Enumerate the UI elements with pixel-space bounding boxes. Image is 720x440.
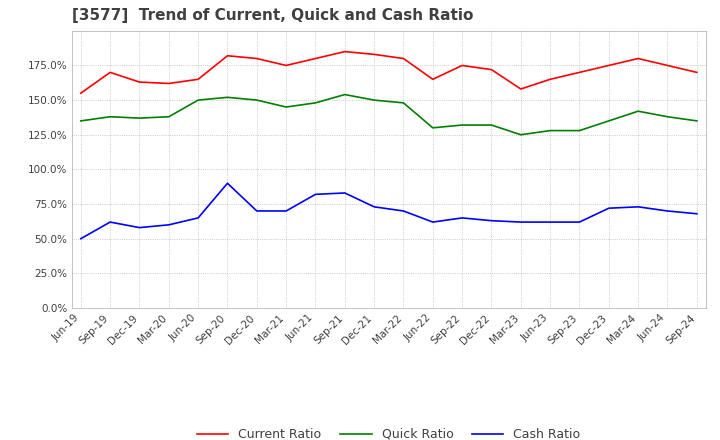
Quick Ratio [428, 125, 437, 130]
Cash Ratio [399, 208, 408, 213]
Current Ratio [164, 81, 173, 86]
Cash Ratio [458, 215, 467, 220]
Current Ratio [458, 63, 467, 68]
Legend: Current Ratio, Quick Ratio, Cash Ratio: Current Ratio, Quick Ratio, Cash Ratio [192, 423, 585, 440]
Cash Ratio [253, 208, 261, 213]
Quick Ratio [135, 115, 144, 121]
Current Ratio [341, 49, 349, 54]
Current Ratio [634, 56, 642, 61]
Current Ratio [487, 67, 496, 72]
Line: Current Ratio: Current Ratio [81, 51, 697, 93]
Current Ratio [546, 77, 554, 82]
Cash Ratio [605, 205, 613, 211]
Cash Ratio [693, 211, 701, 216]
Current Ratio [370, 52, 379, 57]
Quick Ratio [164, 114, 173, 119]
Line: Cash Ratio: Cash Ratio [81, 183, 697, 238]
Cash Ratio [282, 208, 290, 213]
Cash Ratio [223, 180, 232, 186]
Current Ratio [282, 63, 290, 68]
Cash Ratio [516, 220, 525, 225]
Current Ratio [428, 77, 437, 82]
Cash Ratio [634, 204, 642, 209]
Cash Ratio [106, 220, 114, 225]
Quick Ratio [516, 132, 525, 137]
Quick Ratio [76, 118, 85, 124]
Cash Ratio [164, 222, 173, 227]
Quick Ratio [605, 118, 613, 124]
Cash Ratio [428, 220, 437, 225]
Cash Ratio [487, 218, 496, 224]
Quick Ratio [634, 109, 642, 114]
Quick Ratio [399, 100, 408, 106]
Quick Ratio [663, 114, 672, 119]
Current Ratio [106, 70, 114, 75]
Quick Ratio [223, 95, 232, 100]
Cash Ratio [194, 215, 202, 220]
Cash Ratio [311, 192, 320, 197]
Cash Ratio [135, 225, 144, 230]
Cash Ratio [76, 236, 85, 241]
Cash Ratio [663, 208, 672, 213]
Cash Ratio [546, 220, 554, 225]
Current Ratio [223, 53, 232, 59]
Quick Ratio [487, 122, 496, 128]
Current Ratio [663, 63, 672, 68]
Current Ratio [194, 77, 202, 82]
Current Ratio [135, 80, 144, 85]
Quick Ratio [693, 118, 701, 124]
Current Ratio [516, 86, 525, 92]
Text: [3577]  Trend of Current, Quick and Cash Ratio: [3577] Trend of Current, Quick and Cash … [72, 7, 473, 23]
Current Ratio [605, 63, 613, 68]
Quick Ratio [546, 128, 554, 133]
Quick Ratio [282, 104, 290, 110]
Quick Ratio [370, 97, 379, 103]
Current Ratio [253, 56, 261, 61]
Quick Ratio [341, 92, 349, 97]
Current Ratio [399, 56, 408, 61]
Quick Ratio [253, 97, 261, 103]
Quick Ratio [194, 97, 202, 103]
Cash Ratio [341, 191, 349, 196]
Current Ratio [311, 56, 320, 61]
Quick Ratio [458, 122, 467, 128]
Cash Ratio [575, 220, 584, 225]
Line: Quick Ratio: Quick Ratio [81, 95, 697, 135]
Cash Ratio [370, 204, 379, 209]
Current Ratio [76, 91, 85, 96]
Current Ratio [693, 70, 701, 75]
Quick Ratio [311, 100, 320, 106]
Quick Ratio [575, 128, 584, 133]
Quick Ratio [106, 114, 114, 119]
Current Ratio [575, 70, 584, 75]
